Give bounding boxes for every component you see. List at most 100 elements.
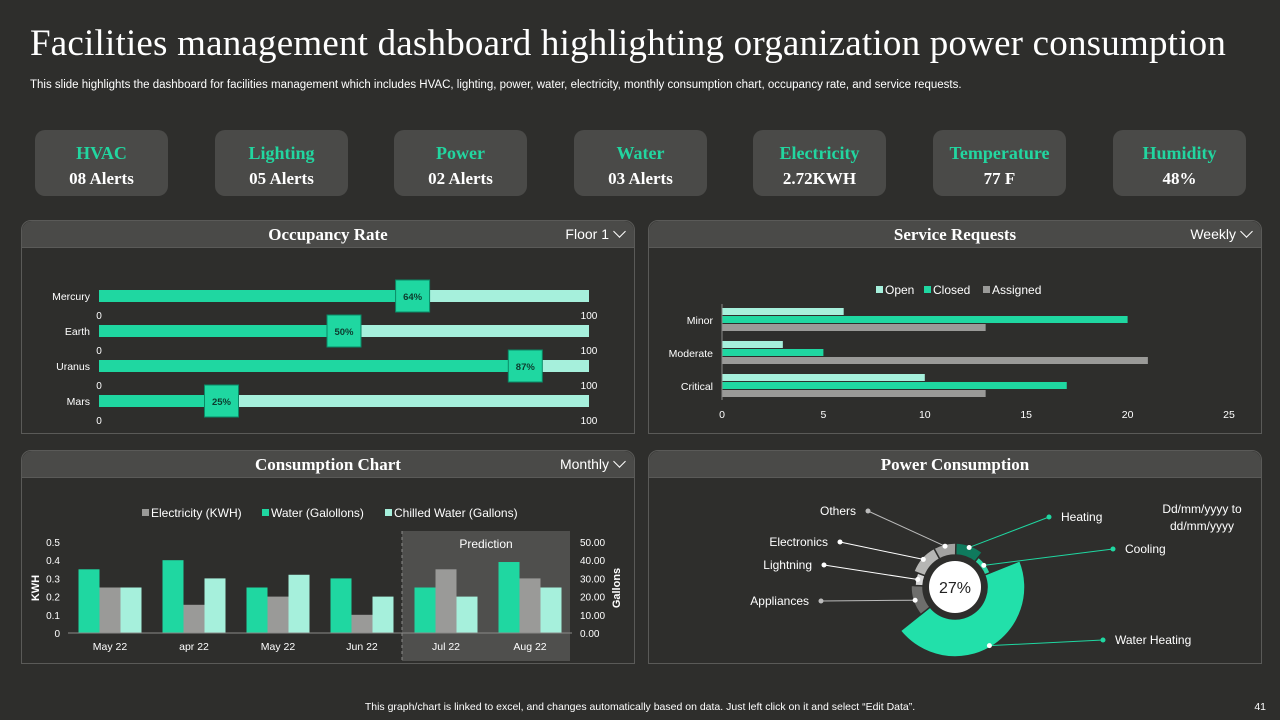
kpi-label: Humidity	[1142, 143, 1217, 163]
kpi-label: Electricity	[779, 143, 860, 163]
tick-label: 30.00	[580, 574, 605, 585]
bar-water	[519, 578, 541, 633]
tick-label: 0.3	[46, 574, 60, 585]
legend-swatch	[385, 509, 392, 516]
kpi-card-hvac: HVAC 08 Alerts	[35, 130, 168, 196]
bar-open	[722, 308, 844, 315]
legend-label: Open	[885, 283, 914, 297]
tick-label: 0	[719, 409, 725, 421]
tick-label: 50.00	[580, 538, 605, 549]
callout-dot	[981, 562, 987, 568]
bar-water	[435, 569, 457, 633]
slice-label: Lightning	[763, 558, 812, 572]
bar-open	[722, 341, 783, 348]
category-label: Jul 22	[432, 641, 460, 653]
legend-swatch	[262, 509, 269, 516]
service-panel: Service Requests Weekly Open Closed Assign…	[648, 220, 1262, 434]
kpi-value: 08 Alerts	[69, 169, 134, 188]
bar-water	[183, 604, 205, 633]
bar-chilled	[540, 587, 562, 633]
bar-electricity	[330, 578, 352, 633]
kpi-value: 77 F	[983, 169, 1016, 188]
category-label: Mercury	[52, 291, 91, 303]
kpi-value: 03 Alerts	[608, 169, 673, 188]
slice-label: Heating	[1061, 510, 1102, 524]
tick-label: 0.00	[580, 629, 600, 640]
bar-electricity	[414, 587, 436, 633]
bar-electricity	[78, 569, 100, 633]
legend-label: Water (Galollons)	[271, 506, 364, 520]
floor-dropdown[interactable]: Floor 1	[565, 225, 626, 242]
category-label: apr 22	[179, 641, 209, 653]
legend-swatch	[142, 509, 149, 516]
prediction-label: Prediction	[459, 537, 512, 551]
tick-label: 100	[581, 311, 598, 322]
callout-dot	[915, 577, 921, 583]
legend-label: Electricity (KWH)	[151, 506, 242, 520]
kpi-card-electricity: Electricity 2.72KWH	[753, 130, 886, 196]
bar-assigned	[722, 324, 986, 331]
bar-electricity	[162, 560, 184, 633]
weekly-dropdown[interactable]: Weekly	[1190, 225, 1253, 242]
power-chart: 27% Heating Cooling Water Heating Appliances…	[750, 502, 1242, 658]
chevron-down-icon	[613, 455, 626, 468]
callout-dot	[821, 562, 827, 568]
date-range-label: Dd/mm/yyyy to	[1162, 502, 1242, 516]
kpi-card-water: Water 03 Alerts	[574, 130, 707, 196]
slice-label: Water Heating	[1115, 633, 1191, 647]
tick-label: 0	[96, 381, 102, 392]
panel-title: Consumption Chart	[255, 455, 401, 474]
y-axis-label: KWH	[30, 575, 42, 601]
panel-header: Occupancy Rate Floor 1	[22, 221, 634, 248]
callout-dot	[912, 597, 918, 603]
data-label: 64%	[403, 292, 423, 303]
bar-open	[722, 374, 925, 381]
legend-swatch	[924, 286, 931, 293]
bar-water	[351, 614, 373, 633]
kpi-value: 2.72KWH	[782, 169, 857, 188]
tick-label: 25	[1223, 409, 1235, 421]
bar-water	[267, 596, 289, 633]
bar-chilled	[288, 574, 310, 633]
callout-line	[820, 599, 916, 602]
tick-label: 0.1	[46, 611, 60, 622]
category-label: May 22	[93, 641, 128, 653]
kpi-card-humidity: Humidity 48%	[1113, 130, 1246, 196]
slice-label: Cooling	[1125, 542, 1166, 556]
kpi-label: Temperature	[949, 143, 1050, 163]
center-label: 27%	[939, 580, 971, 597]
data-label: 87%	[516, 362, 536, 373]
value-badge	[204, 384, 239, 418]
callout-line	[867, 510, 946, 547]
data-label: 50%	[334, 327, 354, 338]
bar-chilled	[204, 578, 226, 633]
callout-dot	[986, 643, 992, 649]
bar-water	[99, 587, 121, 633]
legend-swatch	[876, 286, 883, 293]
callout-dot	[1100, 637, 1106, 643]
kpi-label: Lighting	[248, 143, 315, 163]
slice-others	[932, 542, 957, 560]
bar-electricity	[246, 587, 268, 633]
callout-dot	[920, 556, 926, 562]
y2-axis-label: Gallons	[611, 568, 623, 608]
category-label: Mars	[67, 396, 90, 408]
tick-label: 0	[96, 311, 102, 322]
dropdown-value: Monthly	[559, 456, 609, 472]
kpi-card-lighting: Lighting 05 Alerts	[215, 130, 348, 196]
kpi-value: 48%	[1162, 169, 1197, 188]
callout-line	[823, 564, 918, 581]
dropdown-value: Weekly	[1190, 226, 1236, 242]
category-label: Uranus	[56, 361, 90, 373]
category-label: Aug 22	[513, 641, 546, 653]
chevron-down-icon	[1240, 225, 1253, 238]
bar-chilled	[372, 596, 394, 633]
footer-note: This graph/chart is linked to excel, and…	[364, 701, 916, 713]
panel-header: Service Requests Weekly	[649, 221, 1261, 248]
monthly-dropdown[interactable]: Monthly	[559, 455, 626, 472]
callout-dot	[818, 598, 824, 604]
tick-label: 0	[54, 629, 60, 640]
value-badge	[326, 314, 362, 348]
bar-closed	[722, 316, 1128, 323]
callout-dot	[966, 544, 972, 550]
